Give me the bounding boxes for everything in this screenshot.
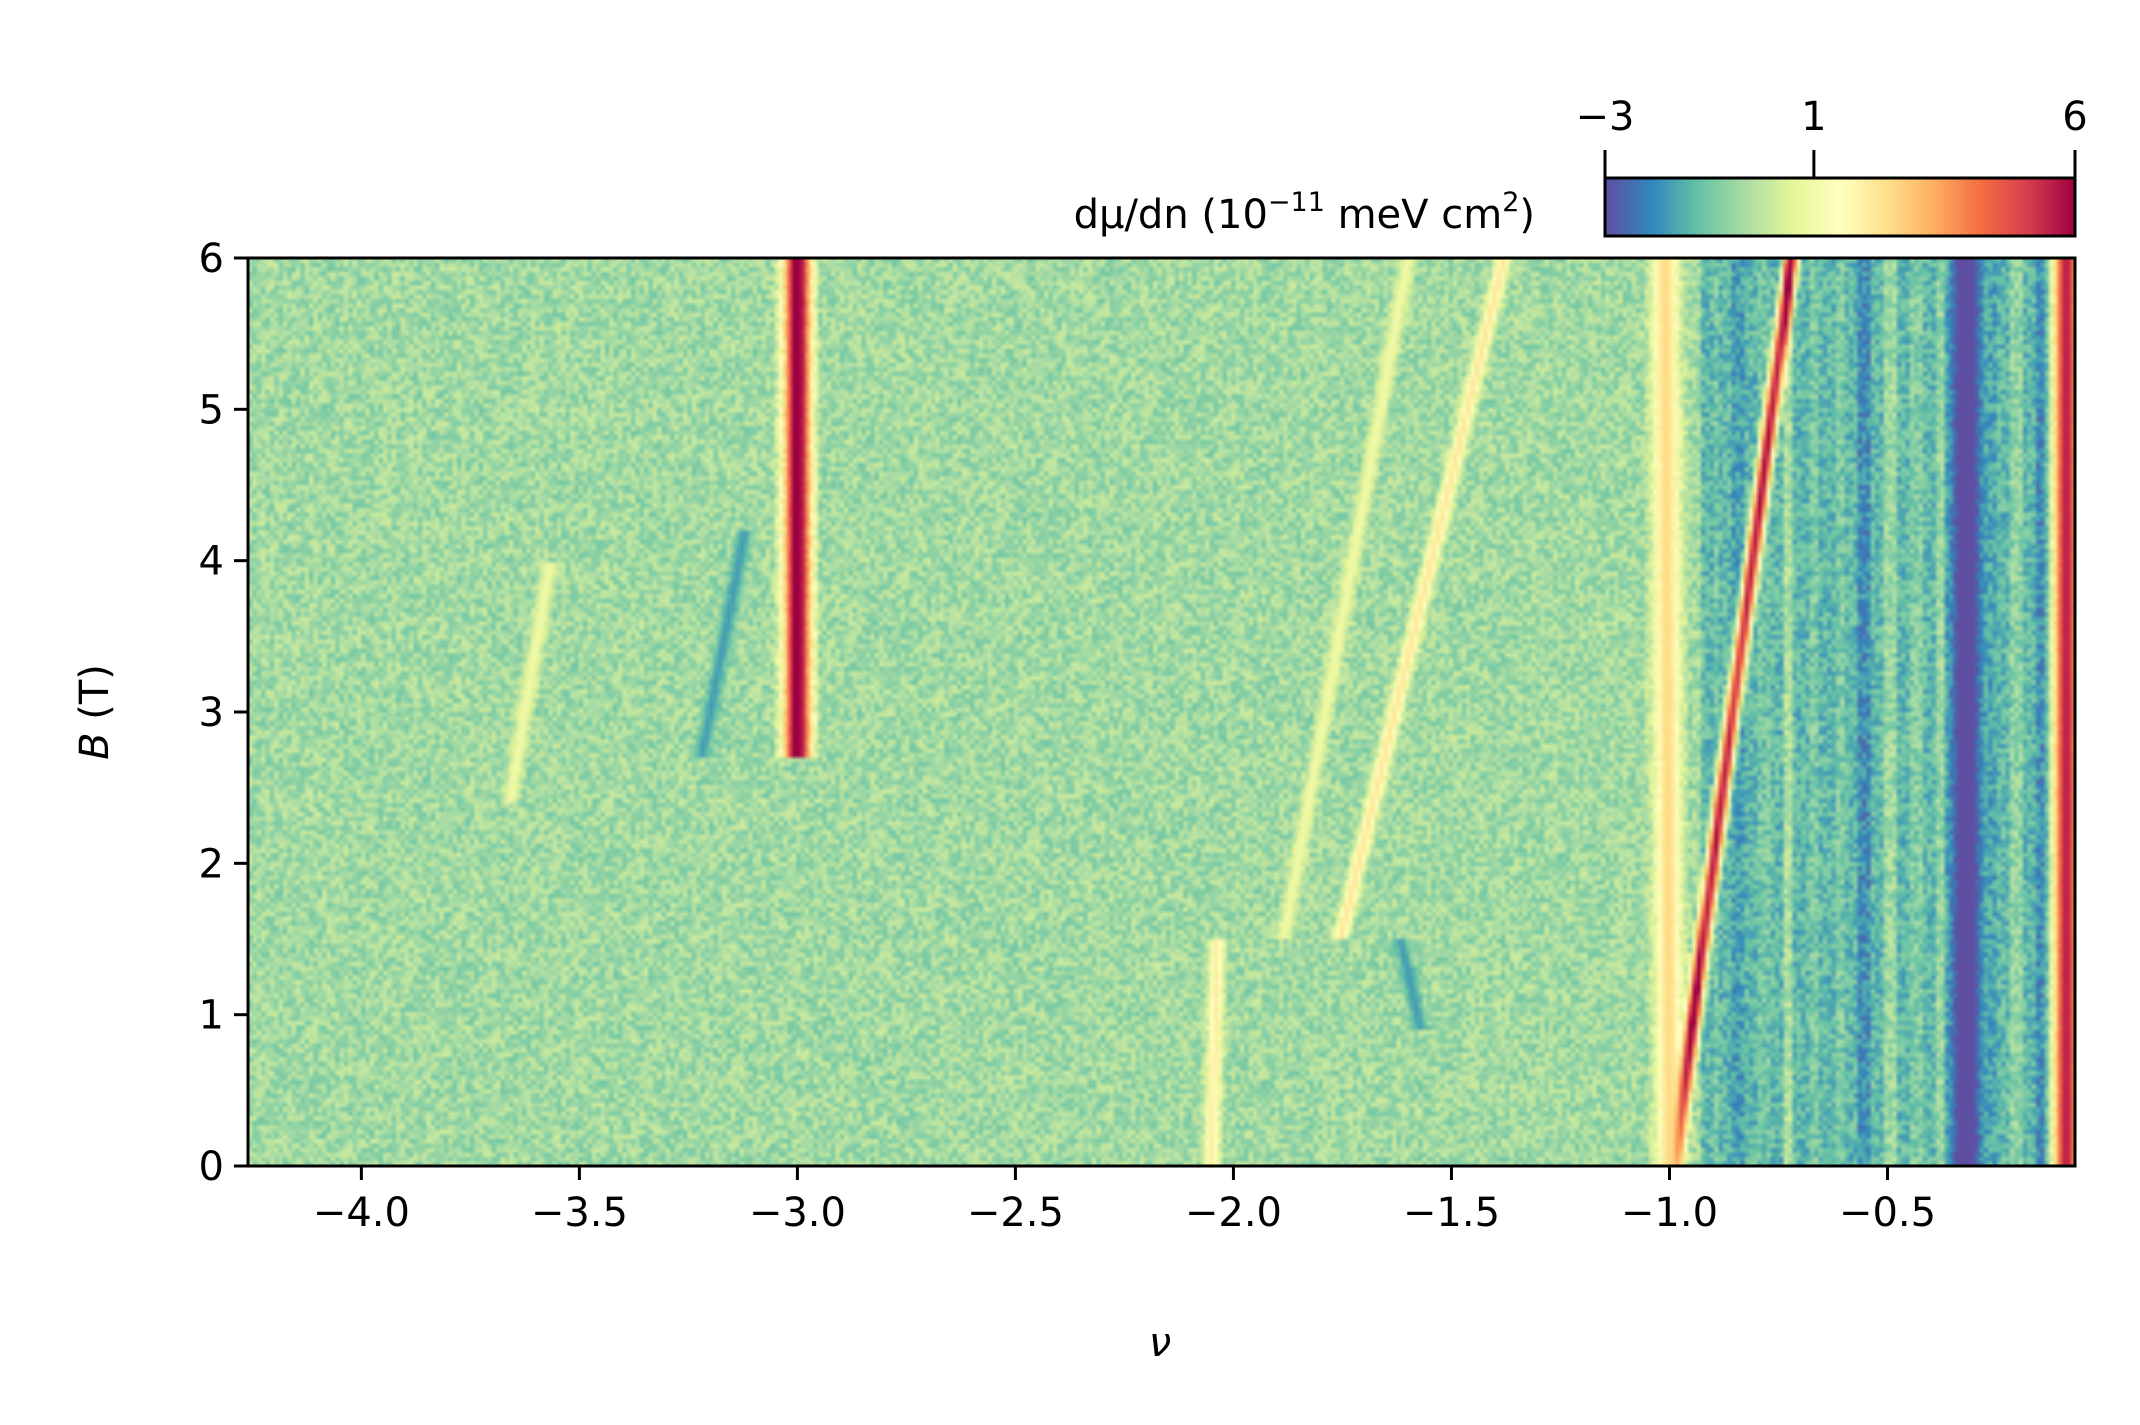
colorbar-tick-group: −3 1 6: [1576, 94, 2088, 178]
x-tick-label: −1.5: [1403, 1190, 1500, 1236]
y-tick-group: 0 1 2 3 4 5 6: [199, 236, 248, 1190]
colorbar-tick-label: −3: [1576, 94, 1635, 140]
x-tick-label: −4.0: [313, 1190, 410, 1236]
y-tick-label: 3: [199, 690, 224, 736]
y-tick-label: 6: [199, 236, 224, 282]
y-tick-label: 2: [199, 841, 224, 887]
x-tick-label: −3.0: [749, 1190, 846, 1236]
colorbar-label-exponent: −11: [1268, 187, 1325, 218]
colorbar-tick-label: 6: [2062, 94, 2087, 140]
x-tick-label: −2.0: [1185, 1190, 1282, 1236]
colorbar-label-suffix: ): [1519, 192, 1535, 238]
x-axis-label: ν: [1149, 1320, 1171, 1366]
colorbar-label-exponent-2: 2: [1502, 187, 1519, 218]
x-tick-label: −3.5: [531, 1190, 628, 1236]
colorbar-label-prefix: dμ/dn (10: [1074, 192, 1268, 238]
x-tick-label: −1.0: [1621, 1190, 1718, 1236]
heatmap-image: [248, 258, 2075, 1166]
x-tick-label: −2.5: [967, 1190, 1064, 1236]
y-tick-label: 4: [199, 539, 224, 585]
y-tick-label: 1: [199, 993, 224, 1039]
x-tick-group: −4.0 −3.5 −3.0 −2.5 −2.0 −1.5 −1.0 −0.5: [313, 1166, 1936, 1236]
colorbar-label-units: meV cm: [1325, 192, 1502, 238]
x-tick-label: −0.5: [1839, 1190, 1936, 1236]
y-axis-gap: [72, 720, 118, 733]
y-tick-label: 5: [199, 387, 224, 433]
colorbar-tick-label: 1: [1801, 94, 1826, 140]
y-axis-symbol: B: [72, 732, 118, 759]
y-tick-label: 0: [199, 1144, 224, 1190]
colorbar-label: dμ/dn (10−11 meV cm2): [1074, 187, 1535, 238]
y-axis-unit: (T): [72, 664, 118, 720]
y-axis-label: B (T): [72, 664, 118, 760]
plot-frame: [246, 256, 2077, 1168]
colorbar: [1603, 176, 2077, 238]
